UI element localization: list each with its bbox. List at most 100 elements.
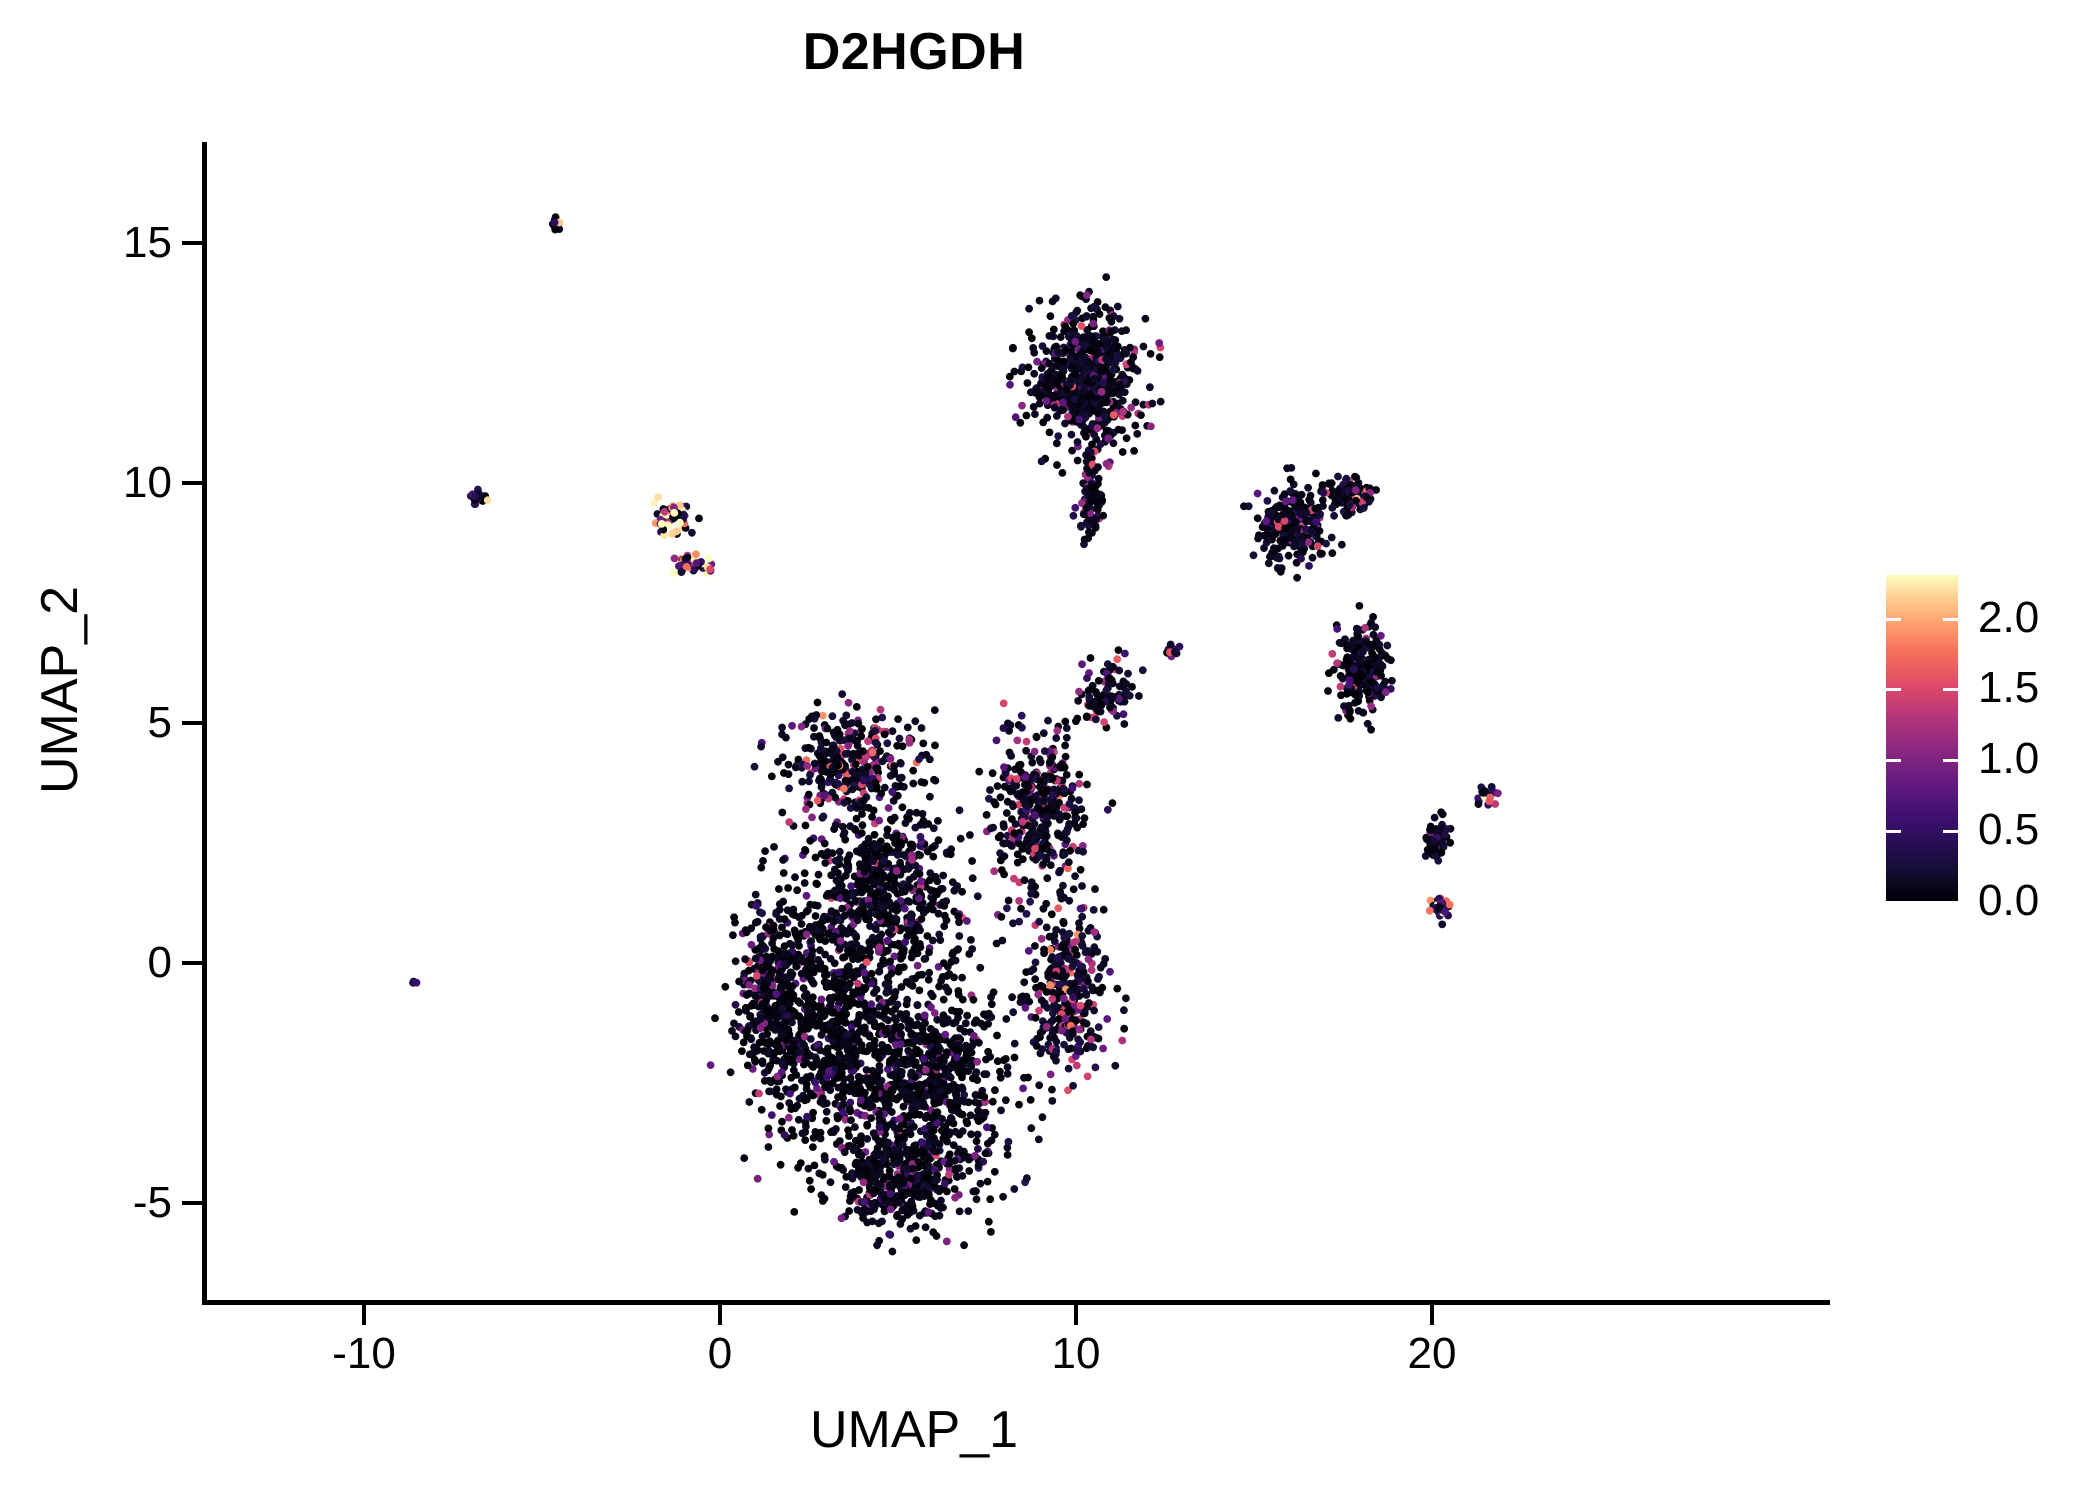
scatter-point xyxy=(883,881,891,890)
scatter-point xyxy=(858,725,866,733)
scatter-point xyxy=(1366,484,1374,493)
scatter-point xyxy=(1300,506,1309,515)
scatter-point xyxy=(872,859,881,867)
scatter-point xyxy=(885,1230,894,1239)
scatter-point xyxy=(756,1024,765,1033)
scatter-point xyxy=(853,916,862,925)
scatter-point xyxy=(977,1019,986,1028)
scatter-point xyxy=(842,967,850,976)
scatter-point xyxy=(1059,363,1068,372)
scatter-point xyxy=(933,1185,941,1194)
scatter-point xyxy=(963,1119,972,1128)
scatter-point xyxy=(729,931,737,940)
scatter-point xyxy=(1075,364,1084,373)
scatter-point xyxy=(1068,962,1077,971)
scatter-point xyxy=(936,1078,945,1087)
scatter-point xyxy=(831,780,840,789)
scatter-point xyxy=(894,1059,902,1068)
scatter-point xyxy=(1089,384,1097,393)
scatter-point xyxy=(955,1033,963,1042)
scatter-point xyxy=(929,1228,938,1237)
scatter-point xyxy=(825,912,834,920)
scatter-point xyxy=(868,891,877,899)
scatter-point xyxy=(739,989,748,998)
scatter-point xyxy=(929,852,938,861)
scatter-point xyxy=(1093,947,1102,956)
scatter-point xyxy=(778,1060,787,1068)
scatter-point xyxy=(1041,786,1050,794)
scatter-point xyxy=(929,824,938,833)
scatter-point xyxy=(955,1145,963,1154)
scatter-point xyxy=(835,760,844,768)
scatter-point xyxy=(763,979,772,987)
scatter-point xyxy=(950,1055,959,1064)
scatter-point xyxy=(1272,511,1281,520)
scatter-point xyxy=(770,945,779,953)
scatter-point xyxy=(1065,979,1074,988)
scatter-point xyxy=(897,1040,905,1049)
scatter-point xyxy=(917,915,926,923)
scatter-point xyxy=(800,932,808,940)
scatter-point xyxy=(1018,363,1027,372)
scatter-point xyxy=(1118,1036,1127,1045)
scatter-point xyxy=(853,737,862,745)
scatter-point xyxy=(806,1035,815,1043)
scatter-point xyxy=(885,1171,894,1180)
scatter-point xyxy=(1052,775,1061,783)
scatter-point xyxy=(1066,787,1075,796)
scatter-point xyxy=(1086,654,1095,662)
scatter-point xyxy=(1069,411,1077,420)
scatter-point xyxy=(828,745,836,754)
scatter-point xyxy=(1105,370,1114,379)
scatter-point xyxy=(895,1142,904,1151)
scatter-point xyxy=(1084,402,1093,411)
scatter-point xyxy=(890,1156,898,1164)
scatter-point xyxy=(1059,377,1068,386)
scatter-point xyxy=(754,961,763,970)
scatter-point xyxy=(1091,885,1099,893)
scatter-point xyxy=(771,990,779,999)
scatter-point xyxy=(1094,695,1103,703)
scatter-point xyxy=(957,1061,966,1070)
scatter-point xyxy=(779,856,787,864)
scatter-point xyxy=(766,1087,775,1096)
scatter-point xyxy=(1046,861,1055,869)
scatter-point xyxy=(935,1047,943,1055)
scatter-point xyxy=(1107,370,1116,379)
scatter-point xyxy=(1055,984,1064,993)
scatter-point xyxy=(853,782,862,791)
scatter-point xyxy=(958,1085,967,1093)
scatter-point xyxy=(966,1111,975,1120)
scatter-point xyxy=(745,1098,754,1106)
scatter-point xyxy=(940,911,949,920)
scatter-point xyxy=(1101,397,1109,406)
scatter-point xyxy=(1117,694,1126,702)
scatter-point xyxy=(870,1189,878,1197)
scatter-point xyxy=(822,738,831,747)
scatter-point xyxy=(1067,430,1076,439)
scatter-point xyxy=(1039,778,1048,787)
scatter-point xyxy=(1084,371,1093,380)
scatter-point xyxy=(804,790,813,799)
scatter-point xyxy=(996,1067,1004,1076)
scatter-point xyxy=(828,849,837,857)
scatter-point xyxy=(949,1080,958,1089)
scatter-point xyxy=(775,1046,784,1055)
scatter-point xyxy=(1100,419,1109,427)
scatter-point xyxy=(872,880,881,889)
scatter-point xyxy=(750,964,759,973)
scatter-point xyxy=(930,706,939,714)
scatter-point xyxy=(1026,798,1034,806)
scatter-point xyxy=(1340,494,1349,503)
scatter-point xyxy=(751,954,760,963)
scatter-point xyxy=(924,1174,933,1182)
scatter-point xyxy=(1091,392,1100,401)
scatter-point xyxy=(851,1081,860,1089)
scatter-point xyxy=(922,1091,930,1100)
scatter-point xyxy=(1035,775,1044,784)
scatter-point xyxy=(838,1010,846,1019)
scatter-point xyxy=(1099,511,1108,520)
scatter-point xyxy=(904,1152,913,1161)
scatter-point xyxy=(1102,411,1111,420)
scatter-point xyxy=(854,969,863,978)
